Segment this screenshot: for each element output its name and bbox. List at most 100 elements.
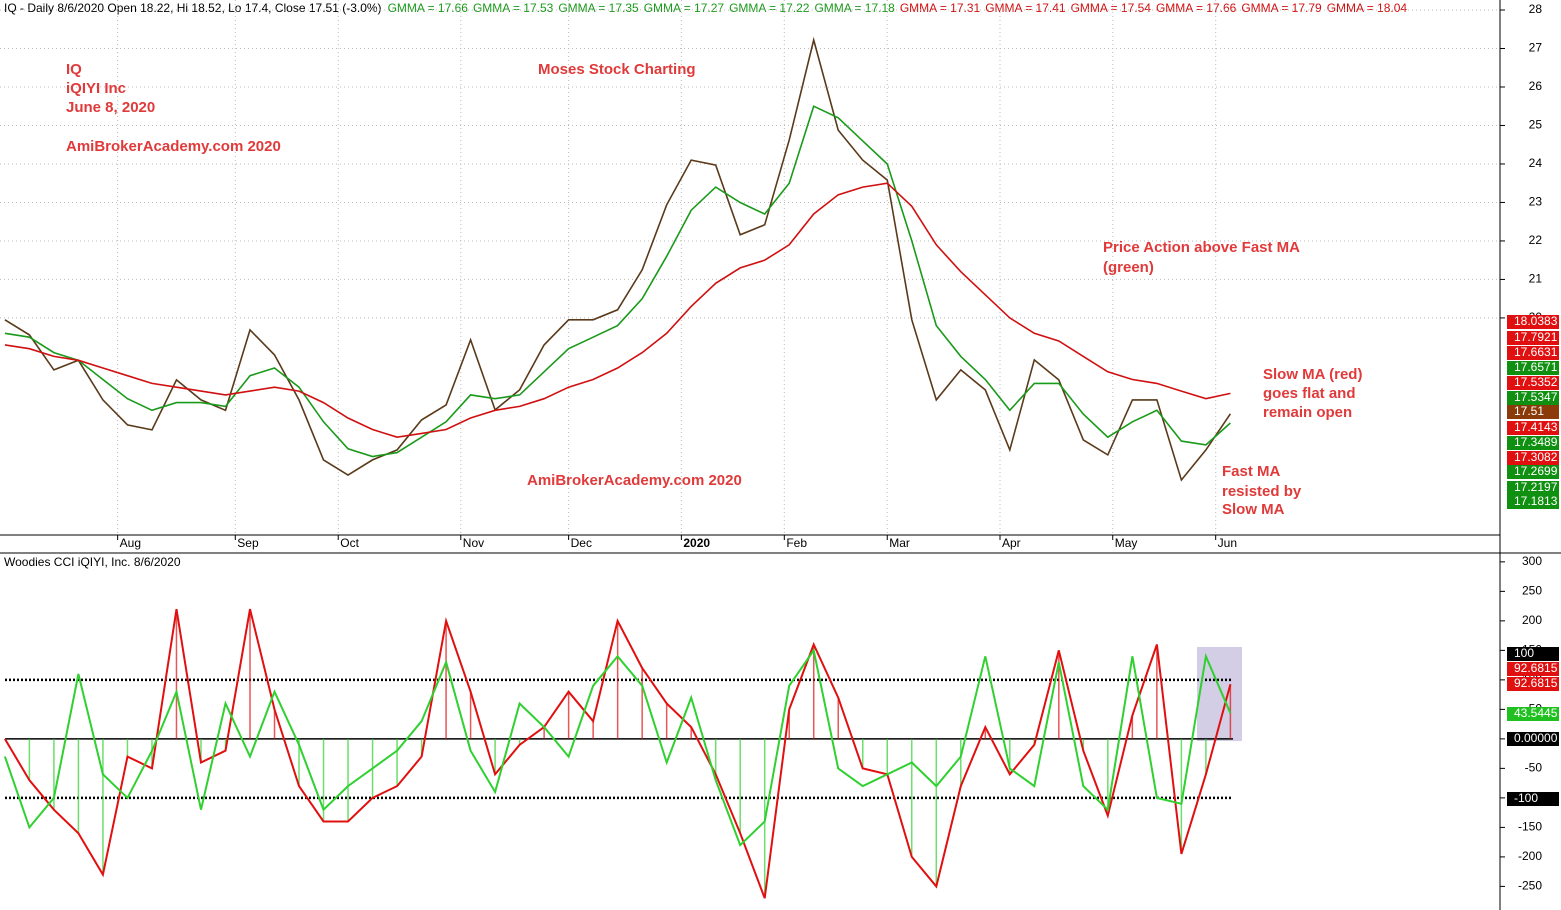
y-tick-label: 24 (1529, 156, 1543, 170)
value-box-label: 17.6631 (1514, 345, 1558, 359)
value-box: 17.3489 (1507, 435, 1559, 450)
value-box: 17.2699 (1507, 464, 1559, 479)
series-line (4, 182, 1231, 439)
value-box-label: 17.5352 (1514, 375, 1558, 389)
y-tick-label: 25 (1529, 118, 1543, 132)
y-tick-label: -250 (1518, 879, 1542, 893)
indicator: GMMA = 17.27 (644, 1, 725, 15)
value-box: 17.7921 (1507, 330, 1559, 345)
annotation: (green) (1103, 259, 1154, 276)
x-tick-label: Mar (889, 536, 910, 550)
annotation: Slow MA (red) (1263, 366, 1362, 383)
annotation: iQIYI Inc (66, 80, 126, 97)
value-box: 17.4143 (1507, 420, 1559, 435)
y-tick-label: 26 (1529, 79, 1543, 93)
annotation: goes flat and (1263, 385, 1356, 402)
annotation: Slow MA (1222, 501, 1285, 518)
value-box-label: 17.3489 (1514, 435, 1558, 449)
x-tick-label: Feb (786, 536, 807, 550)
value-box-label: 17.51 (1514, 404, 1544, 418)
annotation: Price Action above Fast MA (1103, 239, 1300, 256)
value-box-bg (1507, 391, 1559, 405)
value-box-bg (1507, 647, 1559, 661)
x-tick-label: Jun (1218, 536, 1237, 550)
value-box-bg (1507, 732, 1559, 746)
y-tick-label: 21 (1529, 272, 1543, 286)
y-tick-label: 300 (1522, 554, 1542, 568)
value-box: 100 (1507, 646, 1559, 661)
value-box-label: 17.7921 (1514, 330, 1558, 344)
value-box-bg (1507, 792, 1559, 806)
x-tick-label: 2020 (683, 536, 710, 550)
y-tick-label: 22 (1529, 233, 1543, 247)
value-box-bg (1507, 465, 1559, 479)
value-box-label: 17.3082 (1514, 450, 1558, 464)
value-box-bg (1507, 421, 1559, 435)
value-box-bg (1507, 315, 1559, 329)
annotation: IQ (66, 61, 82, 78)
value-box: 17.1813 (1507, 494, 1559, 509)
indicator: GMMA = 17.31 (900, 1, 981, 15)
x-tick-label: Nov (463, 536, 484, 550)
indicator: GMMA = 17.18 (814, 1, 895, 15)
value-box: 17.5347 (1507, 390, 1559, 405)
y-tick-label: 27 (1529, 41, 1543, 55)
value-box-label: 17.4143 (1514, 420, 1558, 434)
value-box-bg (1507, 346, 1559, 360)
series-line (3, 647, 1232, 847)
annotation: resisted by (1222, 483, 1302, 500)
value-box: 43.5445 (1507, 706, 1559, 721)
annotation: Fast MA (1222, 463, 1281, 480)
value-box-label: 17.5347 (1514, 390, 1558, 404)
x-tick-label: Oct (340, 536, 359, 550)
value-box-bg (1507, 436, 1559, 450)
value-box-bg (1507, 662, 1559, 676)
value-box: 17.51 (1507, 404, 1559, 419)
indicator: GMMA = 18.04 (1327, 1, 1408, 15)
y-tick-label: -150 (1518, 820, 1542, 834)
cci-title: Woodies CCI iQIYI, Inc. 8/6/2020 (4, 555, 181, 569)
value-box: 17.5352 (1507, 375, 1559, 390)
value-box-bg (1507, 361, 1559, 375)
series-line (4, 105, 1231, 458)
x-tick-label: Dec (571, 536, 592, 550)
annotation: June 8, 2020 (66, 99, 155, 116)
x-tick-label: May (1115, 536, 1138, 550)
indicator: GMMA = 17.54 (1071, 1, 1152, 15)
value-box-bg (1507, 495, 1559, 509)
x-tick-label: Sep (237, 536, 259, 550)
value-box-bg (1507, 376, 1559, 390)
value-box-bg (1507, 331, 1559, 345)
value-box: 17.3082 (1507, 450, 1559, 465)
value-box: -100 (1507, 791, 1559, 806)
annotation: AmiBrokerAcademy.com 2020 (66, 138, 281, 155)
value-box-label: -100 (1514, 791, 1538, 805)
indicator: GMMA = 17.53 (473, 1, 554, 15)
y-tick-label: -200 (1518, 849, 1542, 863)
value-box-label: 92.6815 (1514, 661, 1558, 675)
x-tick-label: Aug (120, 536, 141, 550)
price-title: IQ - Daily 8/6/2020 Open 18.22, Hi 18.52… (4, 1, 382, 15)
value-box: 92.6815 (1507, 676, 1559, 691)
value-box-label: 43.5445 (1514, 706, 1558, 720)
value-box-label: 0.00000 (1514, 731, 1558, 745)
value-box-bg (1507, 451, 1559, 465)
value-box: 0.00000 (1507, 731, 1559, 746)
value-box: 17.6571 (1507, 360, 1559, 375)
annotation: remain open (1263, 404, 1352, 421)
y-tick-label: 200 (1522, 613, 1542, 627)
value-box-bg (1507, 707, 1559, 721)
indicator: GMMA = 17.66 (388, 1, 469, 15)
value-box-label: 17.2197 (1514, 480, 1558, 494)
value-box-label: 100 (1514, 646, 1534, 660)
indicator: GMMA = 17.22 (729, 1, 810, 15)
indicator: GMMA = 17.66 (1156, 1, 1237, 15)
value-box-label: 17.6571 (1514, 360, 1558, 374)
value-box: 92.6815 (1507, 661, 1559, 676)
value-box-label: 17.1813 (1514, 494, 1558, 508)
value-box: 17.2197 (1507, 480, 1559, 495)
x-tick-label: Apr (1002, 536, 1021, 550)
y-tick-label: 23 (1529, 195, 1543, 209)
